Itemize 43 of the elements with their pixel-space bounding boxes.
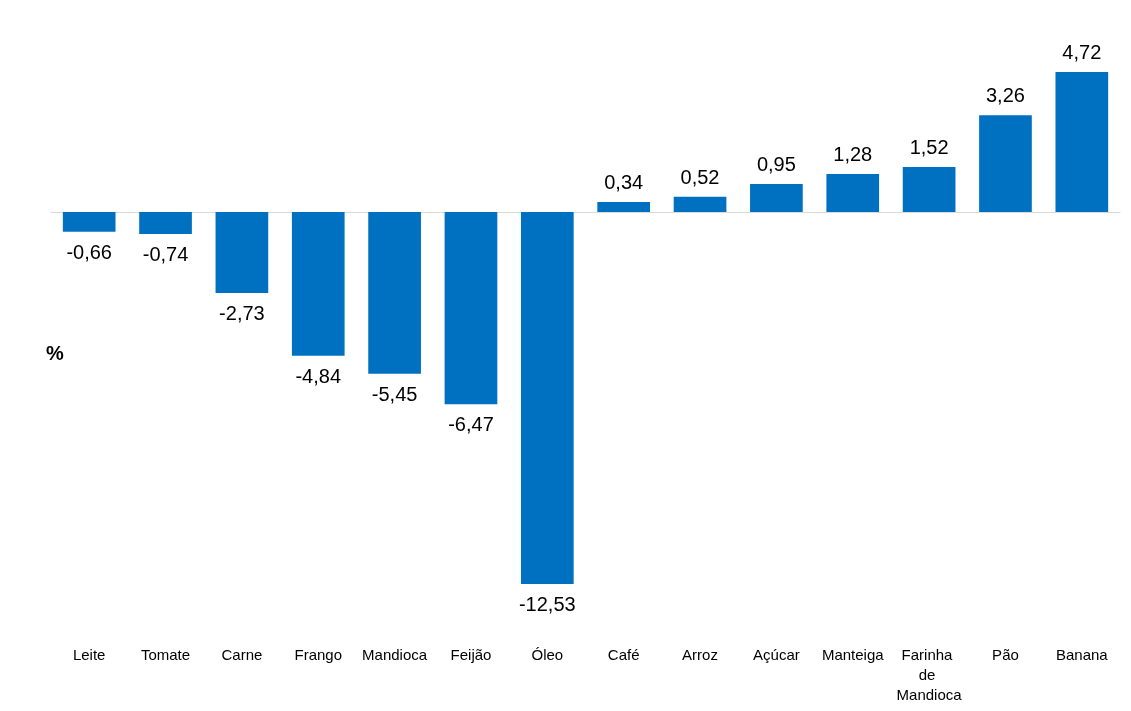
bar: [673, 196, 727, 213]
x-tick-label: Feijão: [450, 645, 492, 663]
bar: [750, 183, 803, 213]
x-tick-label: Manteiga: [821, 645, 885, 663]
bar: [597, 202, 651, 213]
bar: [902, 166, 956, 213]
data-label: 1,28: [833, 143, 873, 166]
data-label: 0,34: [604, 171, 644, 193]
x-tick-label: Óleo: [531, 645, 564, 663]
bar: [215, 212, 269, 294]
data-label: -4,84: [295, 364, 342, 387]
bar: [291, 212, 345, 356]
x-tick-label: Carne: [221, 645, 263, 663]
data-label: -5,45: [371, 382, 418, 405]
x-tick-label: Tomate: [140, 645, 191, 663]
bar: [1055, 72, 1109, 213]
x-tick-label: Açúcar: [753, 645, 800, 663]
x-tick-label: Café: [607, 645, 640, 663]
y-axis-title: %: [46, 342, 64, 364]
x-tick-label: Banana: [1055, 645, 1109, 663]
x-tick-label: Farinha de Mandioca: [896, 645, 963, 703]
x-tick-label: Frango: [294, 645, 343, 663]
x-tick-label: Leite: [72, 645, 106, 663]
x-tick-label: Arroz: [682, 645, 718, 663]
data-label: -12,53: [518, 593, 576, 615]
bar: [979, 115, 1032, 213]
data-label: -2,73: [219, 302, 265, 325]
data-label: -6,47: [448, 413, 494, 436]
data-label: 0,95: [756, 152, 796, 175]
bar: [444, 212, 498, 405]
data-label: 1,52: [909, 135, 949, 158]
data-label: 3,26: [986, 84, 1025, 107]
x-tick-label: Mandioca: [362, 645, 428, 663]
data-label: -0,66: [66, 240, 112, 263]
bar: [62, 212, 116, 232]
x-tick-label: Pão: [992, 645, 1019, 663]
bar: [520, 212, 574, 584]
data-label: 4,72: [1062, 41, 1102, 63]
data-label: 0,52: [680, 165, 720, 188]
bar: [139, 212, 192, 235]
data-label: -0,74: [142, 243, 189, 266]
bar: [826, 174, 880, 213]
bar: [368, 212, 421, 374]
